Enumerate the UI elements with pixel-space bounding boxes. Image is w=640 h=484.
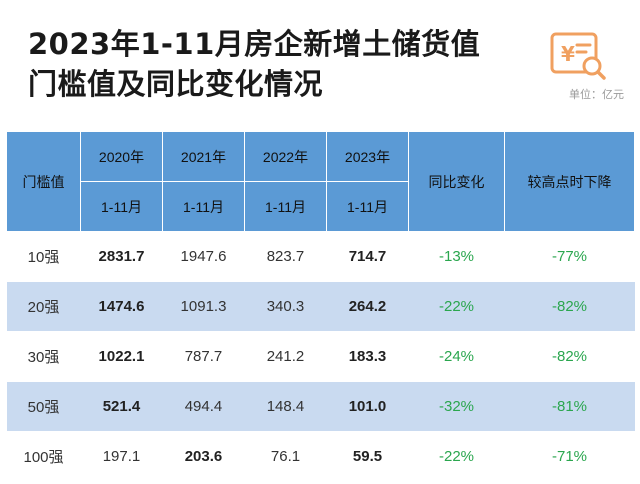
table-row: 100强 197.1 203.6 76.1 59.5 -22% -71% [6, 431, 635, 482]
row-label: 20强 [6, 281, 81, 332]
value-cell: 264.2 [326, 281, 409, 332]
header-period: 1-11月 [80, 181, 163, 232]
header-peak-decline: 较高点时下降 [504, 131, 635, 232]
table-row: 50强 521.4 494.4 148.4 101.0 -32% -81% [6, 381, 635, 432]
value-cell: 101.0 [326, 381, 409, 432]
yoy-cell: -13% [408, 231, 505, 282]
yoy-cell: -32% [408, 381, 505, 432]
header-yoy: 同比变化 [408, 131, 505, 232]
table-row: 10强 2831.7 1947.6 823.7 714.7 -13% -77% [6, 231, 635, 282]
value-cell: 1474.6 [80, 281, 163, 332]
value-cell: 823.7 [244, 231, 327, 282]
land-reserve-table: 门槛值 2020年 2021年 2022年 2023年 同比变化 较高点时下降 … [6, 131, 635, 482]
value-cell: 203.6 [162, 431, 245, 482]
table-row: 20强 1474.6 1091.3 340.3 264.2 -22% -82% [6, 281, 635, 332]
header-period: 1-11月 [244, 181, 327, 232]
svg-text:¥: ¥ [561, 42, 575, 66]
value-cell: 494.4 [162, 381, 245, 432]
value-cell: 59.5 [326, 431, 409, 482]
title-line-2: 门槛值及同比变化情况 [28, 67, 324, 101]
peak-decline-cell: -82% [504, 281, 635, 332]
peak-decline-cell: -81% [504, 381, 635, 432]
header-period: 1-11月 [162, 181, 245, 232]
table-body: 10强 2831.7 1947.6 823.7 714.7 -13% -77% 20强 1474… [6, 231, 635, 482]
value-cell: 1091.3 [162, 281, 245, 332]
unit-label: 单位：亿元 [569, 88, 624, 101]
peak-decline-cell: -77% [504, 231, 635, 282]
value-cell: 76.1 [244, 431, 327, 482]
title-line-1: 2023年1-11月房企新增土储货值 [28, 27, 481, 61]
value-cell: 1947.6 [162, 231, 245, 282]
yoy-cell: -24% [408, 331, 505, 382]
value-cell: 521.4 [80, 381, 163, 432]
table-header: 门槛值 2020年 2021年 2022年 2023年 同比变化 较高点时下降 … [6, 131, 635, 232]
value-cell: 148.4 [244, 381, 327, 432]
value-cell: 241.2 [244, 331, 327, 382]
row-label: 30强 [6, 331, 81, 382]
header-year: 2021年 [162, 131, 245, 182]
header-threshold: 门槛值 [6, 131, 81, 232]
row-label: 10强 [6, 231, 81, 282]
peak-decline-cell: -71% [504, 431, 635, 482]
header-year: 2022年 [244, 131, 327, 182]
page-title: 2023年1-11月房企新增土储货值 门槛值及同比变化情况 [28, 24, 480, 104]
header-period: 1-11月 [326, 181, 409, 232]
value-cell: 340.3 [244, 281, 327, 332]
value-cell: 183.3 [326, 331, 409, 382]
value-cell: 2831.7 [80, 231, 163, 282]
value-cell: 1022.1 [80, 331, 163, 382]
value-cell: 714.7 [326, 231, 409, 282]
value-cell: 197.1 [80, 431, 163, 482]
yoy-cell: -22% [408, 281, 505, 332]
yoy-cell: -22% [408, 431, 505, 482]
table-row: 30强 1022.1 787.7 241.2 183.3 -24% -82% [6, 331, 635, 382]
peak-decline-cell: -82% [504, 331, 635, 382]
yuan-document-magnifier-icon: ¥ [550, 32, 606, 80]
row-label: 50强 [6, 381, 81, 432]
header-year: 2020年 [80, 131, 163, 182]
value-cell: 787.7 [162, 331, 245, 382]
header-year: 2023年 [326, 131, 409, 182]
row-label: 100强 [6, 431, 81, 482]
